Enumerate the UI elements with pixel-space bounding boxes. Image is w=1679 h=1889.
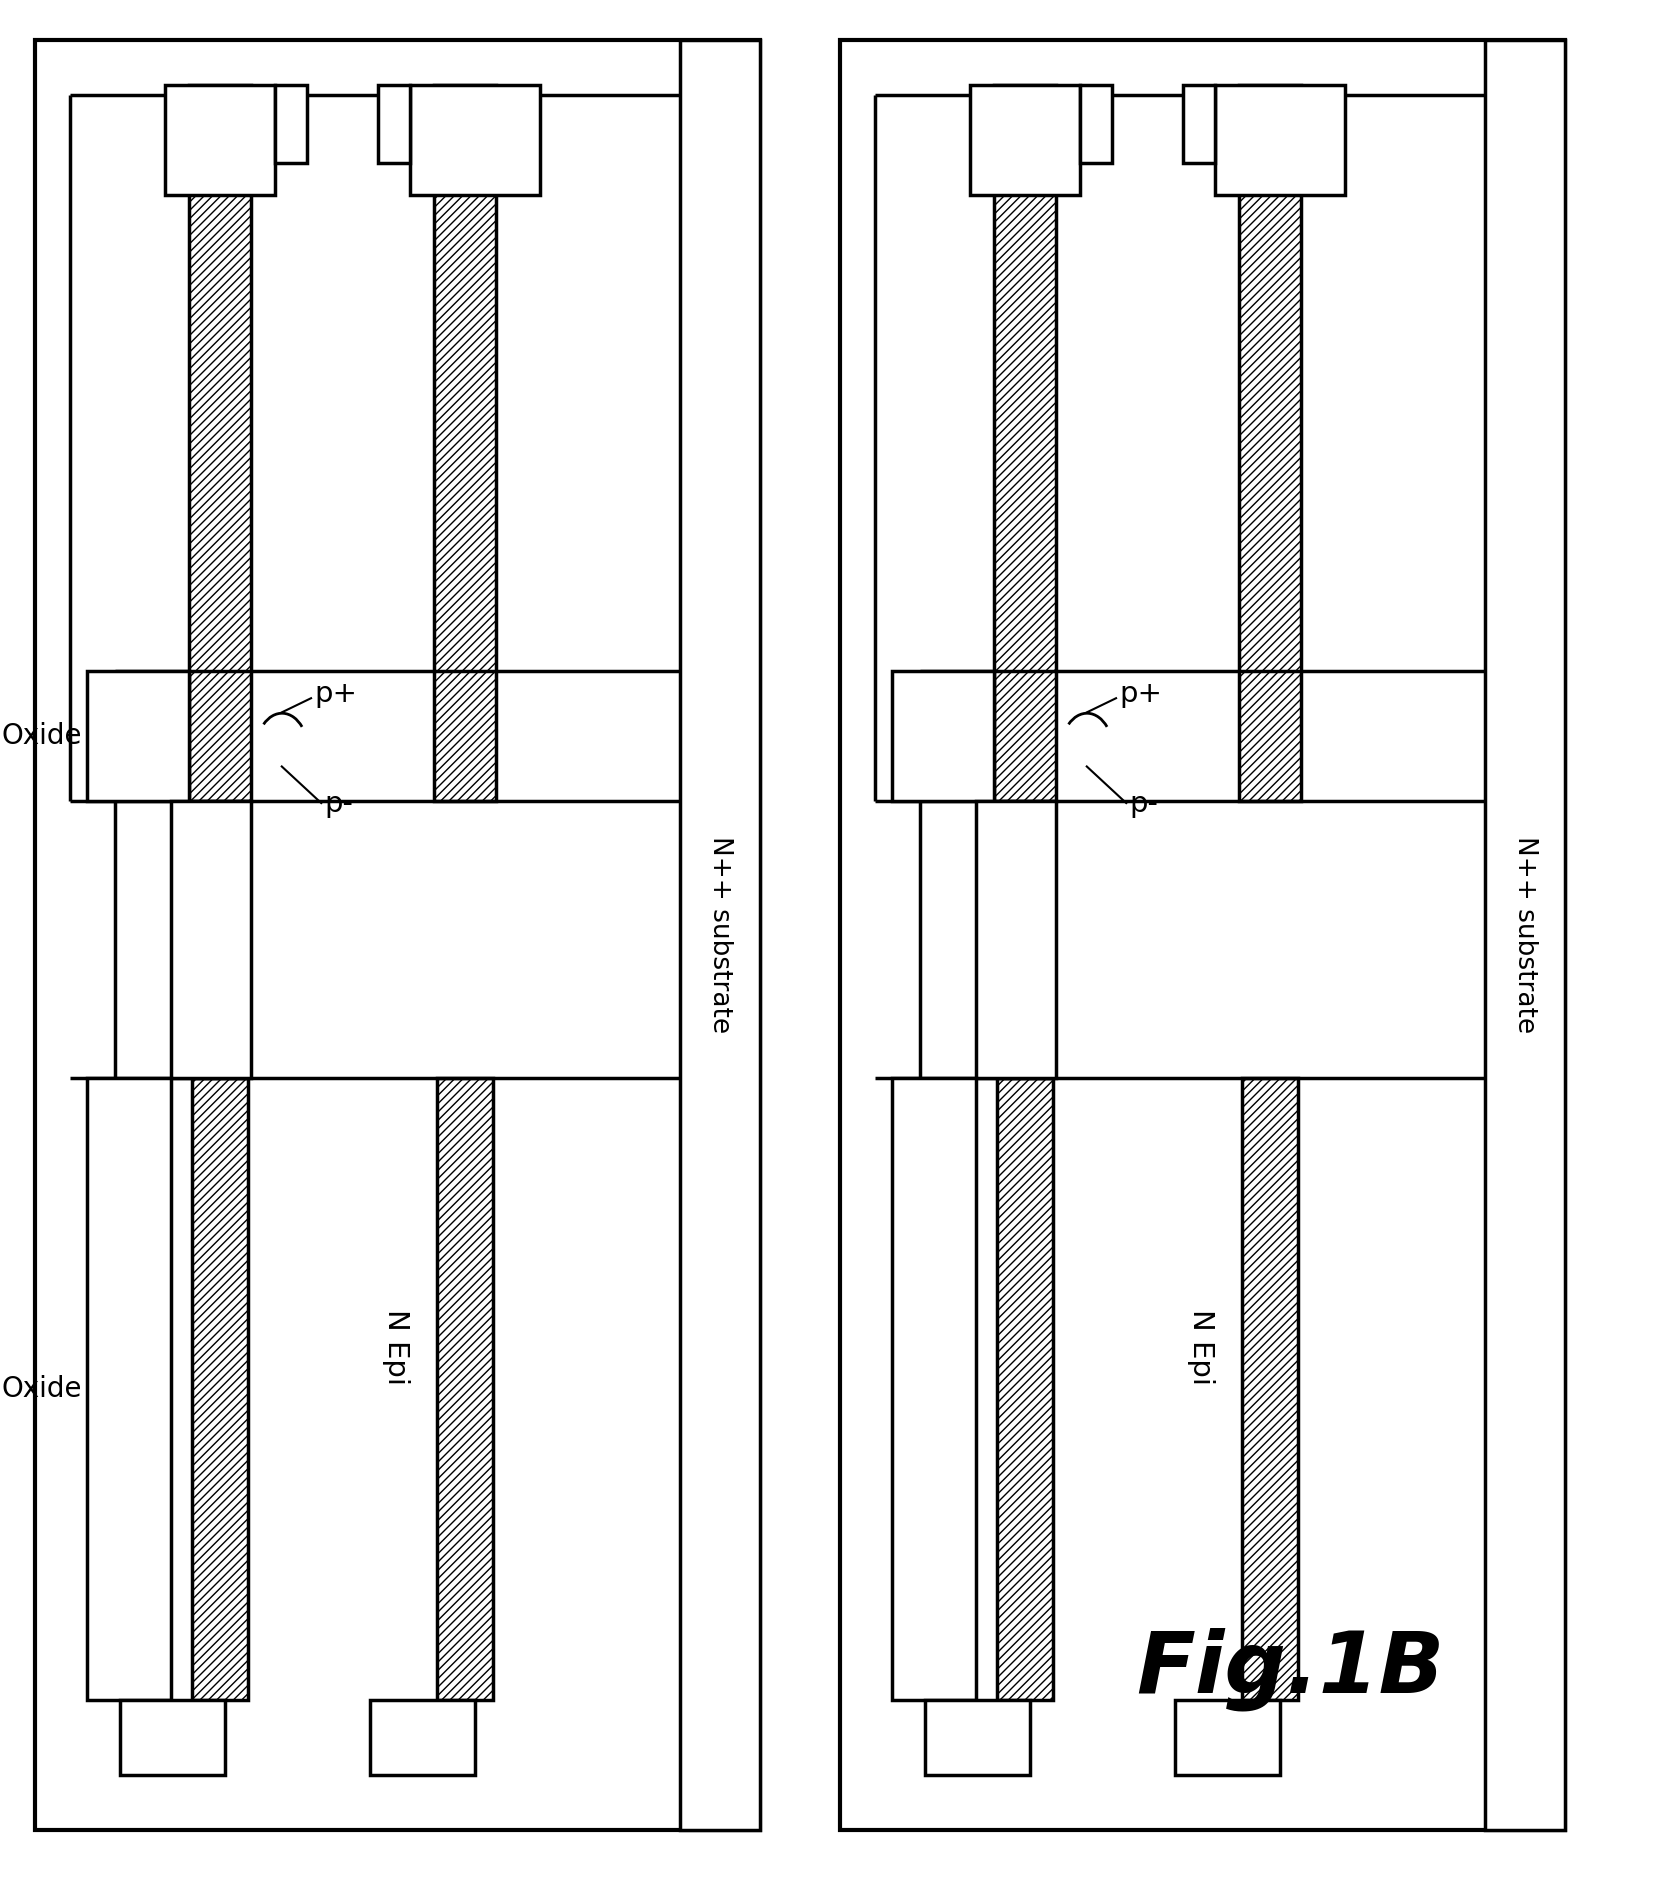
Text: N++ substrate: N++ substrate xyxy=(707,837,734,1033)
Bar xyxy=(35,40,761,1830)
Text: Oxide: Oxide xyxy=(2,722,82,750)
Bar xyxy=(275,85,307,162)
Bar xyxy=(1239,85,1301,801)
Bar xyxy=(87,671,190,801)
Bar xyxy=(975,801,1056,1079)
Bar xyxy=(994,85,1056,801)
Bar xyxy=(1175,1700,1279,1776)
Text: Oxide: Oxide xyxy=(2,1375,82,1404)
Bar xyxy=(1484,40,1565,1830)
Bar xyxy=(87,1079,171,1700)
Text: p-: p- xyxy=(1128,790,1159,818)
Bar xyxy=(970,85,1080,195)
Bar xyxy=(1216,85,1345,195)
Bar xyxy=(433,85,495,801)
Bar xyxy=(378,85,410,162)
Bar xyxy=(171,801,250,1079)
Bar xyxy=(997,1079,1053,1700)
Bar xyxy=(190,85,250,801)
Bar xyxy=(925,1700,1029,1776)
Bar xyxy=(840,40,1565,1830)
Text: N Epi: N Epi xyxy=(1187,1309,1216,1385)
Bar xyxy=(191,1079,248,1700)
Bar xyxy=(410,85,541,195)
Bar xyxy=(892,1079,975,1700)
Text: p+: p+ xyxy=(314,680,358,708)
Text: p-: p- xyxy=(324,790,353,818)
Bar xyxy=(165,85,275,195)
Bar xyxy=(1080,85,1111,162)
Bar xyxy=(680,40,761,1830)
Bar xyxy=(437,1079,494,1700)
Bar xyxy=(119,1700,225,1776)
Bar xyxy=(892,671,994,801)
Bar xyxy=(1242,1079,1298,1700)
Text: p+: p+ xyxy=(1118,680,1162,708)
Text: Fig.1B: Fig.1B xyxy=(1137,1626,1444,1711)
Text: N Epi: N Epi xyxy=(383,1309,410,1385)
Bar xyxy=(369,1700,475,1776)
Text: N++ substrate: N++ substrate xyxy=(1513,837,1538,1033)
Bar xyxy=(1184,85,1216,162)
